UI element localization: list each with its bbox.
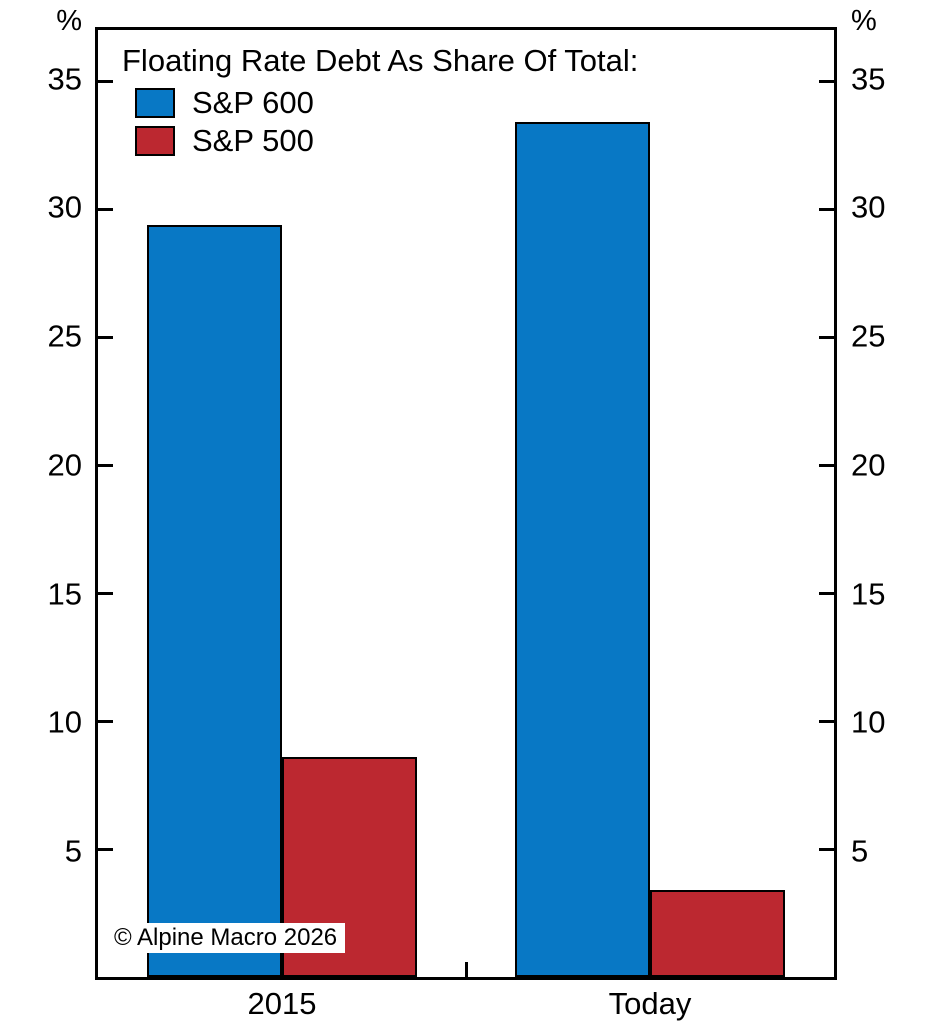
bar-s-p-600-today	[515, 122, 650, 977]
x-axis-label-2015: 2015	[247, 986, 317, 1021]
legend-item-s-p-600: S&P 600	[135, 87, 638, 118]
y-tick-mark-right-15	[819, 591, 834, 595]
y-tick-mark-right-20	[819, 463, 834, 467]
y-tick-label-35: 35	[47, 61, 82, 96]
bar-s-p-500-today	[650, 889, 785, 977]
y-tick-mark-left-20	[98, 463, 113, 467]
bar-s-p-600-2015	[147, 224, 282, 977]
y-tick-label-20: 20	[851, 447, 886, 483]
y-tick-mark-right-5	[819, 847, 834, 851]
copyright-label: © Alpine Macro 2026	[106, 923, 346, 953]
legend-swatch-s-p-500	[135, 125, 175, 156]
y-tick-mark-left-10	[98, 719, 113, 723]
y-tick-label-5: 5	[64, 833, 82, 869]
y-tick-mark-left-5	[98, 847, 113, 851]
y-tick-label-15: 15	[851, 576, 886, 612]
x-axis-label-today: Today	[608, 986, 692, 1021]
y-tick-label-25: 25	[47, 318, 82, 354]
y-tick-label-15: 15	[47, 576, 82, 612]
y-axis-labels-right: 5 10 15 20 25 30 35	[851, 27, 931, 980]
y-tick-mark-left-35	[98, 79, 113, 83]
legend-label-s-p-500: S&P 500	[192, 123, 314, 158]
y-tick-mark-left-25	[98, 335, 113, 339]
y-axis-unit-left: %	[56, 5, 82, 37]
y-tick-mark-right-25	[819, 335, 834, 339]
y-tick-label-10: 10	[851, 704, 886, 740]
y-axis-unit-right: %	[851, 5, 877, 37]
y-tick-mark-right-30	[819, 207, 834, 211]
y-axis-labels-left: 5 10 15 20 25 30 35	[0, 27, 82, 980]
y-tick-mark-left-15	[98, 591, 113, 595]
y-tick-label-25: 25	[851, 318, 886, 354]
y-tick-mark-left-30	[98, 207, 113, 211]
y-tick-label-10: 10	[47, 704, 82, 740]
y-tick-label-30: 30	[851, 189, 886, 225]
legend-swatch-s-p-600	[135, 87, 175, 118]
y-tick-mark-right-35	[819, 79, 834, 83]
legend: Floating Rate Debt As Share Of Total: S&…	[122, 44, 638, 163]
legend-item-s-p-500: S&P 500	[135, 125, 638, 156]
y-tick-label-35: 35	[851, 61, 886, 96]
legend-items: S&P 600 S&P 500	[135, 87, 638, 156]
y-tick-label-30: 30	[47, 189, 82, 225]
x-axis-labels: 2015 Today	[98, 988, 834, 1028]
plot-area: Floating Rate Debt As Share Of Total: S&…	[95, 27, 837, 980]
y-tick-mark-right-10	[819, 719, 834, 723]
y-tick-label-20: 20	[47, 447, 82, 483]
chart-title: Floating Rate Debt As Share Of Total:	[122, 43, 639, 78]
x-axis-divider-tick	[464, 962, 468, 977]
y-tick-label-5: 5	[851, 833, 869, 869]
legend-label-s-p-600: S&P 600	[192, 85, 314, 120]
